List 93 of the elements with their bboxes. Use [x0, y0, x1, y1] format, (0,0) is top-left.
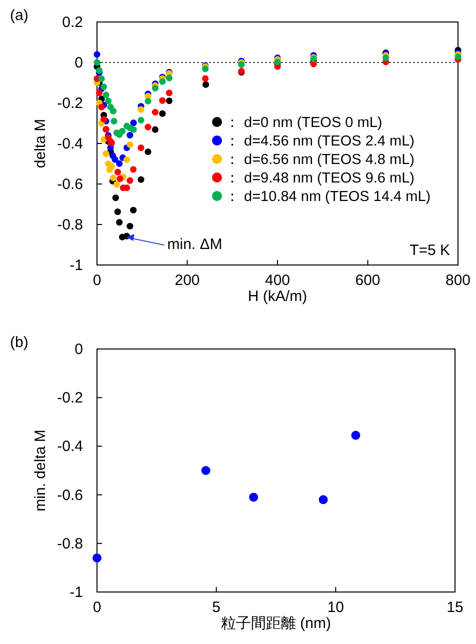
- point: [202, 65, 209, 72]
- x-tick-label: 200: [174, 272, 200, 289]
- point: [112, 156, 118, 163]
- point: [138, 144, 144, 152]
- point: [202, 75, 209, 82]
- point: [110, 118, 118, 125]
- chart-title: (a): [10, 7, 28, 24]
- point: [116, 218, 123, 226]
- point: [159, 97, 166, 104]
- point: [108, 162, 115, 170]
- point: [382, 54, 390, 62]
- point: [123, 156, 130, 163]
- y-tick-label: 0: [74, 341, 83, 358]
- x-tick-label: 800: [445, 272, 471, 289]
- point: [166, 90, 172, 96]
- point: [130, 206, 137, 214]
- y-tick-label: -0.4: [57, 438, 83, 456]
- point: [94, 59, 100, 66]
- x-tick-label: 400: [264, 272, 290, 289]
- x-tick-label: 15: [446, 599, 464, 616]
- point: [98, 104, 105, 110]
- point: [201, 466, 210, 475]
- point: [126, 177, 134, 184]
- point: [98, 75, 105, 82]
- point: [104, 98, 112, 104]
- point: [100, 116, 108, 122]
- point: [138, 176, 144, 183]
- y-tick-label: -0.8: [57, 216, 83, 234]
- point: [118, 128, 126, 134]
- x-tick-label: 0: [92, 599, 102, 616]
- point: [102, 92, 110, 98]
- y-tick-label: -1: [70, 257, 83, 274]
- point: [110, 174, 117, 182]
- legend-label: ： d=6.56 nm (TEOS 4.8 mL): [225, 152, 414, 168]
- point: [100, 84, 108, 90]
- y-axis-title: delta M: [32, 118, 49, 168]
- point: [351, 430, 360, 440]
- point: [116, 175, 124, 182]
- point: [96, 90, 103, 96]
- x-tick-label: 600: [355, 272, 380, 289]
- x-tick-label: 10: [327, 599, 344, 616]
- y-tick-label: 0.2: [62, 14, 83, 31]
- y-tick-label: -0.6: [57, 486, 83, 504]
- y-tick-label: -0.6: [57, 176, 83, 193]
- point: [116, 160, 123, 167]
- point: [318, 495, 328, 504]
- y-tick-label: -0.2: [57, 95, 83, 112]
- point: [144, 148, 152, 156]
- point: [454, 54, 462, 60]
- point: [130, 166, 137, 173]
- point: [126, 132, 134, 138]
- y-tick-label: -1: [70, 584, 83, 601]
- legend-label: ： d=4.56 nm (TEOS 2.4 mL): [225, 134, 414, 150]
- y-tick-label: 0: [74, 54, 83, 72]
- legend-label: ： d=0 nm (TEOS 0 mL): [225, 115, 382, 131]
- point: [126, 141, 134, 148]
- point: [92, 553, 102, 562]
- x-axis-title: H (kA/m): [248, 288, 308, 305]
- point: [138, 116, 144, 124]
- x-tick-label: 0: [92, 272, 102, 289]
- x-axis-title: 粒子間距離 (nm): [221, 615, 331, 632]
- point: [249, 492, 258, 502]
- point: [166, 97, 172, 104]
- x-tick-label: 5: [212, 599, 221, 616]
- chart-title: (b): [10, 334, 28, 351]
- y-axis-title: min. delta M: [32, 430, 49, 512]
- point: [110, 108, 117, 114]
- point: [130, 120, 137, 126]
- point: [152, 126, 159, 133]
- y-tick-label: -0.8: [57, 535, 83, 552]
- legend-label: ： d=9.48 nm (TEOS 9.6 mL): [225, 170, 414, 186]
- point: [114, 168, 122, 176]
- point: [202, 81, 210, 88]
- point: [94, 51, 100, 58]
- point: [113, 181, 120, 188]
- legend-label: ： d=10.84 nm (TEOS 14.4 mL): [225, 189, 431, 205]
- point: [126, 222, 134, 230]
- annotation: T=5 K: [410, 242, 450, 259]
- point: [114, 208, 121, 216]
- point: [159, 78, 166, 85]
- annotation: min. ΔM: [167, 236, 222, 254]
- point: [166, 74, 172, 82]
- y-tick-label: -0.4: [57, 136, 83, 152]
- point: [144, 98, 152, 104]
- point: [130, 126, 137, 133]
- point: [152, 108, 159, 116]
- y-tick-label: -0.2: [57, 390, 83, 407]
- point: [112, 194, 119, 202]
- point: [144, 124, 152, 130]
- point: [138, 106, 144, 113]
- point: [152, 84, 159, 92]
- point: [159, 110, 166, 117]
- point: [102, 150, 110, 157]
